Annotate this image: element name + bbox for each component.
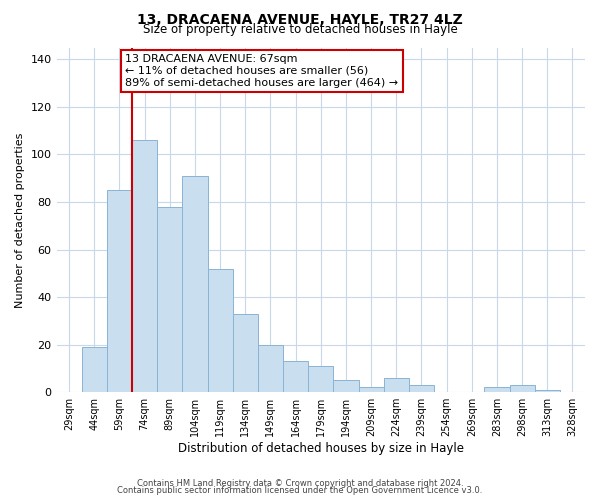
Bar xyxy=(82,347,107,392)
X-axis label: Distribution of detached houses by size in Hayle: Distribution of detached houses by size … xyxy=(178,442,464,455)
Text: Size of property relative to detached houses in Hayle: Size of property relative to detached ho… xyxy=(143,22,457,36)
Bar xyxy=(383,378,409,392)
Text: 13, DRACAENA AVENUE, HAYLE, TR27 4LZ: 13, DRACAENA AVENUE, HAYLE, TR27 4LZ xyxy=(137,12,463,26)
Text: Contains HM Land Registry data © Crown copyright and database right 2024.: Contains HM Land Registry data © Crown c… xyxy=(137,478,463,488)
Bar xyxy=(509,385,535,392)
Bar xyxy=(334,380,359,392)
Bar xyxy=(107,190,132,392)
Y-axis label: Number of detached properties: Number of detached properties xyxy=(15,132,25,308)
Bar xyxy=(258,344,283,392)
Bar xyxy=(484,388,509,392)
Bar xyxy=(308,366,334,392)
Bar xyxy=(535,390,560,392)
Bar xyxy=(208,268,233,392)
Bar xyxy=(132,140,157,392)
Bar xyxy=(157,207,182,392)
Text: 13 DRACAENA AVENUE: 67sqm
← 11% of detached houses are smaller (56)
89% of semi-: 13 DRACAENA AVENUE: 67sqm ← 11% of detac… xyxy=(125,54,398,88)
Bar xyxy=(283,362,308,392)
Text: Contains public sector information licensed under the Open Government Licence v3: Contains public sector information licen… xyxy=(118,486,482,495)
Bar xyxy=(233,314,258,392)
Bar xyxy=(409,385,434,392)
Bar xyxy=(359,388,383,392)
Bar xyxy=(182,176,208,392)
